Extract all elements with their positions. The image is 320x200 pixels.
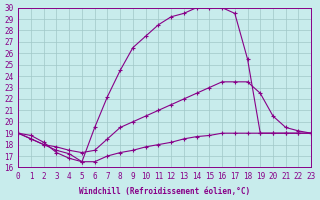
X-axis label: Windchill (Refroidissement éolien,°C): Windchill (Refroidissement éolien,°C) <box>79 187 250 196</box>
